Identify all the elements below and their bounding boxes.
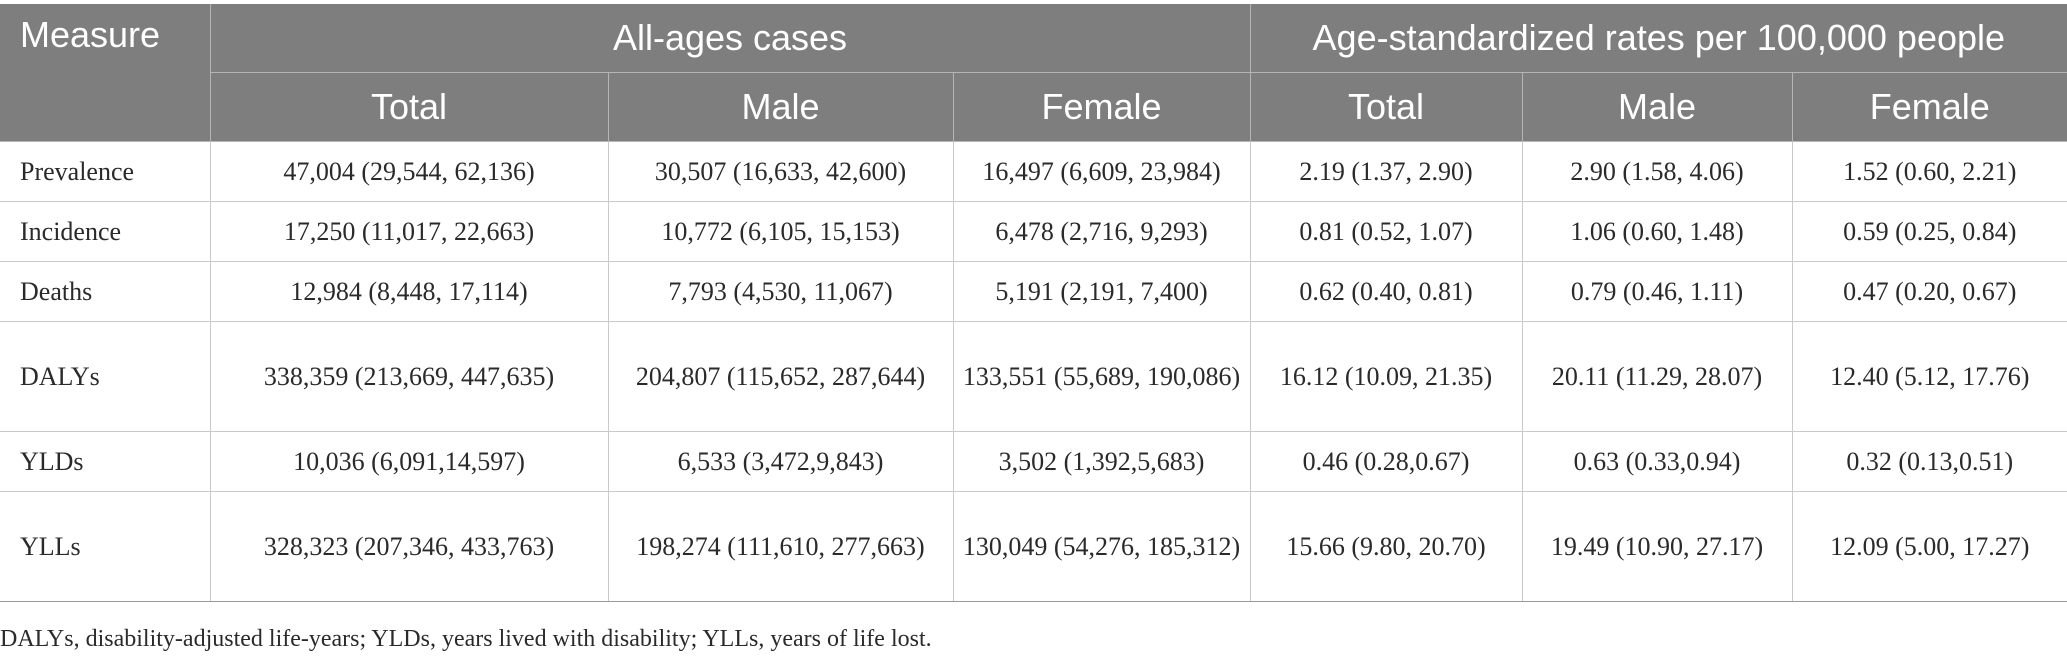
row-label: YLDs [0, 431, 211, 492]
cell-rate-female: 0.47 (0.20, 0.67) [1791, 261, 2067, 322]
header-row-groups: Measure All-ages cases Age-standardized … [0, 4, 2067, 142]
cell-rate-male: 0.63 (0.33,0.94) [1521, 431, 1793, 492]
row-label: Prevalence [0, 141, 211, 202]
cell-rate-total: 0.81 (0.52, 1.07) [1249, 201, 1523, 262]
cell-all-ages-total: 328,323 (207,346, 433,763) [209, 491, 609, 602]
table-row-prevalence: Prevalence 47,004 (29,544, 62,136) 30,50… [0, 141, 2067, 202]
header-rate-female: Female [1791, 72, 2067, 142]
cell-rate-male: 19.49 (10.90, 27.17) [1521, 491, 1793, 602]
cell-rate-total: 0.46 (0.28,0.67) [1249, 431, 1523, 492]
table-footnote: DALYs, disability-adjusted life-years; Y… [0, 626, 932, 652]
cell-all-ages-total: 12,984 (8,448, 17,114) [209, 261, 609, 322]
row-label: Incidence [0, 201, 211, 262]
cell-rate-female: 12.09 (5.00, 17.27) [1791, 491, 2067, 602]
cell-rate-total: 0.62 (0.40, 0.81) [1249, 261, 1523, 322]
header-all-ages-total: Total [209, 72, 609, 142]
cell-rate-female: 0.32 (0.13,0.51) [1791, 431, 2067, 492]
header-measure: Measure [0, 4, 211, 142]
cell-all-ages-female: 5,191 (2,191, 7,400) [952, 261, 1251, 322]
data-table: Measure All-ages cases Age-standardized … [0, 4, 2067, 602]
header-all-ages-cases: All-ages cases [209, 4, 1251, 73]
header-rate-total: Total [1249, 72, 1523, 142]
row-label: YLLs [0, 491, 211, 602]
cell-all-ages-female: 130,049 (54,276, 185,312) [952, 491, 1251, 602]
cell-rate-female: 12.40 (5.12, 17.76) [1791, 321, 2067, 432]
cell-rate-total: 2.19 (1.37, 2.90) [1249, 141, 1523, 202]
cell-all-ages-male: 198,274 (111,610, 277,663) [607, 491, 954, 602]
cell-all-ages-total: 17,250 (11,017, 22,663) [209, 201, 609, 262]
cell-all-ages-female: 6,478 (2,716, 9,293) [952, 201, 1251, 262]
table-row-dalys: DALYs 338,359 (213,669, 447,635) 204,807… [0, 321, 2067, 432]
cell-all-ages-male: 204,807 (115,652, 287,644) [607, 321, 954, 432]
header-all-ages-male: Male [607, 72, 954, 142]
cell-all-ages-female: 16,497 (6,609, 23,984) [952, 141, 1251, 202]
cell-rate-male: 2.90 (1.58, 4.06) [1521, 141, 1793, 202]
row-label: DALYs [0, 321, 211, 432]
cell-all-ages-total: 10,036 (6,091,14,597) [209, 431, 609, 492]
cell-all-ages-male: 30,507 (16,633, 42,600) [607, 141, 954, 202]
cell-rate-male: 1.06 (0.60, 1.48) [1521, 201, 1793, 262]
cell-rate-female: 0.59 (0.25, 0.84) [1791, 201, 2067, 262]
table-row-ylls: YLLs 328,323 (207,346, 433,763) 198,274 … [0, 491, 2067, 602]
cell-all-ages-male: 10,772 (6,105, 15,153) [607, 201, 954, 262]
cell-all-ages-female: 133,551 (55,689, 190,086) [952, 321, 1251, 432]
table-row-incidence: Incidence 17,250 (11,017, 22,663) 10,772… [0, 201, 2067, 262]
cell-all-ages-total: 47,004 (29,544, 62,136) [209, 141, 609, 202]
cell-rate-male: 20.11 (11.29, 28.07) [1521, 321, 1793, 432]
cell-rate-total: 15.66 (9.80, 20.70) [1249, 491, 1523, 602]
cell-all-ages-female: 3,502 (1,392,5,683) [952, 431, 1251, 492]
header-all-ages-female: Female [952, 72, 1251, 142]
table-row-ylds: YLDs 10,036 (6,091,14,597) 6,533 (3,472,… [0, 431, 2067, 492]
header-row-subgroups: Total Male Female Total Male Female [0, 72, 2067, 142]
cell-rate-total: 16.12 (10.09, 21.35) [1249, 321, 1523, 432]
header-age-standardized-rates: Age-standardized rates per 100,000 peopl… [1249, 4, 2067, 73]
header-rate-male: Male [1521, 72, 1793, 142]
row-label: Deaths [0, 261, 211, 322]
cell-rate-male: 0.79 (0.46, 1.11) [1521, 261, 1793, 322]
cell-all-ages-total: 338,359 (213,669, 447,635) [209, 321, 609, 432]
table-row-deaths: Deaths 12,984 (8,448, 17,114) 7,793 (4,5… [0, 261, 2067, 322]
cell-all-ages-male: 7,793 (4,530, 11,067) [607, 261, 954, 322]
cell-rate-female: 1.52 (0.60, 2.21) [1791, 141, 2067, 202]
cell-all-ages-male: 6,533 (3,472,9,843) [607, 431, 954, 492]
